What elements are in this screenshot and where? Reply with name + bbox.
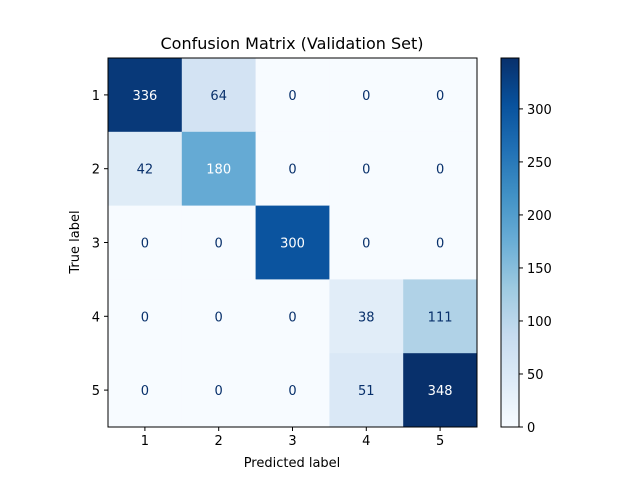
heatmap-cell xyxy=(255,58,330,133)
colorbar-tick-label: 100 xyxy=(527,315,552,330)
colorbar-tick-label: 250 xyxy=(527,156,552,171)
colorbar-ticks: 0 50 100 150 200 250 300 xyxy=(519,103,552,436)
heatmap-cell xyxy=(403,205,478,280)
heatmap-cell xyxy=(403,131,478,207)
cell-value-label: 180 xyxy=(206,163,231,178)
cell-value-label: 0 xyxy=(215,310,223,325)
cell-value-label: 0 xyxy=(288,384,296,399)
cell-value-label: 0 xyxy=(288,310,296,325)
cell-value-label: 64 xyxy=(210,89,227,104)
cell-value-label: 0 xyxy=(288,163,296,178)
heatmap-cell xyxy=(181,353,257,428)
cell-value-label: 0 xyxy=(288,89,296,104)
cell-value-label: 0 xyxy=(141,310,149,325)
heatmap-cell xyxy=(255,131,330,207)
cell-value-label: 336 xyxy=(132,89,157,104)
heatmap-cell xyxy=(108,205,183,280)
heatmap-cell xyxy=(255,353,330,428)
heatmap-cell xyxy=(181,205,257,280)
cell-value-label: 0 xyxy=(362,89,370,104)
cell-value-label: 0 xyxy=(215,237,223,252)
y-tick-label: 3 xyxy=(92,237,100,252)
heatmap-cell xyxy=(255,279,330,354)
cell-value-label: 38 xyxy=(358,310,375,325)
cell-value-label: 51 xyxy=(358,384,375,399)
y-axis-ticks: 1 2 3 4 5 xyxy=(92,89,108,399)
x-tick-label: 4 xyxy=(362,434,370,449)
colorbar-tick-label: 50 xyxy=(527,368,544,383)
heatmap-cell xyxy=(329,131,404,207)
cell-value-label: 0 xyxy=(141,237,149,252)
x-tick-label: 2 xyxy=(215,434,223,449)
chart-title: Confusion Matrix (Validation Set) xyxy=(161,34,424,53)
x-tick-label: 5 xyxy=(436,434,444,449)
cell-value-label: 0 xyxy=(436,89,444,104)
cell-value-label: 111 xyxy=(428,310,453,325)
heatmap-cell xyxy=(108,279,183,354)
colorbar-tick-label: 300 xyxy=(527,103,552,118)
heatmap-cell xyxy=(255,205,330,280)
y-tick-label: 5 xyxy=(92,384,100,399)
y-tick-label: 2 xyxy=(92,163,100,178)
y-axis-label: True label xyxy=(68,210,83,274)
heatmap-cell xyxy=(329,353,404,428)
cell-value-label: 300 xyxy=(280,237,305,252)
cell-value-label: 0 xyxy=(362,163,370,178)
heatmap-cell xyxy=(403,353,478,428)
heatmap-cell xyxy=(329,205,404,280)
x-tick-label: 1 xyxy=(141,434,149,449)
x-tick-label: 3 xyxy=(288,434,296,449)
heatmap-cell xyxy=(329,279,404,354)
heatmap-cells: 336 64 0 0 0 42 180 0 0 0 0 0 300 0 0 0 0 0 38 111 0 0 0 51 348 xyxy=(108,58,478,428)
cell-value-label: 0 xyxy=(362,237,370,252)
cell-value-label: 0 xyxy=(436,237,444,252)
heatmap-cell xyxy=(108,58,183,133)
heatmap-cell xyxy=(181,58,257,133)
x-axis-ticks: 1 2 3 4 5 xyxy=(141,427,444,449)
heatmap-cell xyxy=(403,279,478,354)
colorbar-tick-label: 200 xyxy=(527,209,552,224)
y-tick-label: 4 xyxy=(92,310,100,325)
y-tick-label: 1 xyxy=(92,89,100,104)
heatmap-cell xyxy=(181,131,257,207)
cell-value-label: 0 xyxy=(141,384,149,399)
cell-value-label: 42 xyxy=(137,163,154,178)
heatmap-cell xyxy=(403,58,478,133)
heatmap-cell xyxy=(329,58,404,133)
heatmap-cell xyxy=(108,131,183,207)
colorbar-tick-label: 0 xyxy=(527,421,535,436)
x-axis-label: Predicted label xyxy=(244,456,341,471)
heatmap-cell xyxy=(108,353,183,428)
heatmap-cell xyxy=(181,279,257,354)
cell-value-label: 348 xyxy=(428,384,453,399)
colorbar xyxy=(500,57,520,428)
colorbar-tick-label: 150 xyxy=(527,262,552,277)
cell-value-label: 0 xyxy=(215,384,223,399)
cell-value-label: 0 xyxy=(436,163,444,178)
